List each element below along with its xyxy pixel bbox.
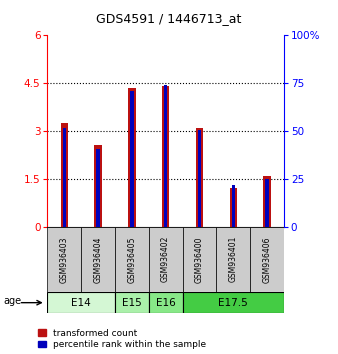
Bar (162, 86, 169, 227)
Text: E17.5: E17.5 (218, 298, 248, 308)
Text: E15: E15 (122, 298, 142, 308)
Text: GSM936400: GSM936400 (195, 236, 204, 282)
Bar (164, 85, 167, 227)
Bar (96, 149, 100, 227)
Bar (94, 145, 102, 227)
FancyBboxPatch shape (47, 227, 81, 292)
Bar (61, 123, 68, 227)
Bar (263, 176, 271, 227)
FancyBboxPatch shape (216, 227, 250, 292)
Bar (128, 88, 136, 227)
FancyBboxPatch shape (183, 292, 284, 313)
Text: GSM936402: GSM936402 (161, 236, 170, 282)
Bar (232, 185, 235, 227)
Text: E16: E16 (156, 298, 175, 308)
FancyBboxPatch shape (149, 292, 183, 313)
Legend: transformed count, percentile rank within the sample: transformed count, percentile rank withi… (38, 329, 206, 349)
Text: age: age (3, 296, 22, 306)
FancyBboxPatch shape (149, 227, 183, 292)
FancyBboxPatch shape (47, 292, 115, 313)
Bar (196, 128, 203, 227)
FancyBboxPatch shape (81, 227, 115, 292)
Text: GSM936401: GSM936401 (229, 236, 238, 282)
Text: GDS4591 / 1446713_at: GDS4591 / 1446713_at (96, 12, 242, 25)
FancyBboxPatch shape (115, 227, 149, 292)
Bar (63, 128, 66, 227)
FancyBboxPatch shape (183, 227, 216, 292)
Bar (198, 130, 201, 227)
FancyBboxPatch shape (250, 227, 284, 292)
Text: GSM936403: GSM936403 (60, 236, 69, 282)
Text: GSM936404: GSM936404 (94, 236, 102, 282)
Bar (265, 179, 269, 227)
Bar (230, 188, 237, 227)
Text: E14: E14 (71, 298, 91, 308)
FancyBboxPatch shape (115, 292, 149, 313)
Text: GSM936406: GSM936406 (263, 236, 271, 282)
Text: GSM936405: GSM936405 (127, 236, 136, 282)
Bar (130, 91, 134, 227)
